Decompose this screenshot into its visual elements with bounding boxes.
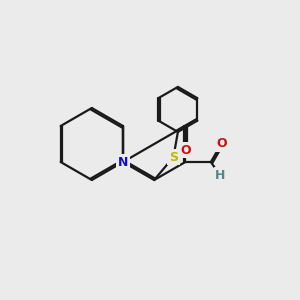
Text: O: O [216, 137, 227, 150]
Text: S: S [169, 151, 178, 164]
Text: N: N [118, 155, 128, 169]
Text: O: O [180, 143, 191, 157]
Text: N: N [118, 155, 128, 169]
Text: H: H [215, 169, 226, 182]
